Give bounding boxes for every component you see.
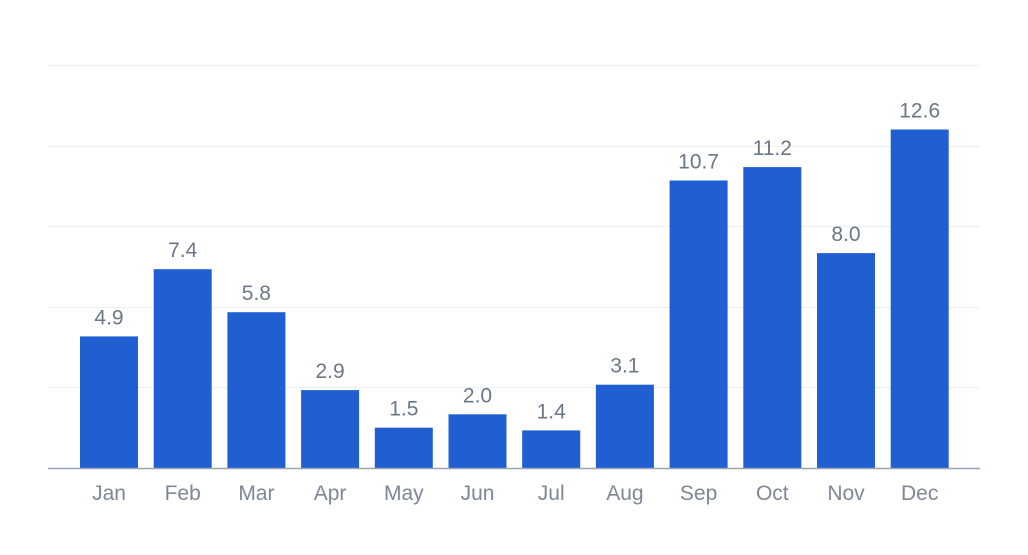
x-tick-label-dec: Dec — [901, 482, 938, 505]
value-label-apr: 2.9 — [315, 360, 344, 383]
bar-layer — [80, 129, 949, 468]
value-label-sep: 10.7 — [678, 151, 719, 174]
value-label-nov: 8.0 — [831, 223, 860, 246]
x-tick-label-jan: Jan — [92, 482, 126, 505]
bar-oct — [743, 167, 802, 468]
bar-feb — [153, 269, 212, 468]
x-tick-label-sep: Sep — [680, 482, 717, 505]
x-tick-label-jun: Jun — [461, 482, 495, 505]
x-tick-label-nov: Nov — [827, 482, 865, 505]
bar-aug — [595, 384, 654, 468]
bar-jan — [80, 336, 138, 468]
bar-jun — [448, 414, 507, 468]
value-label-jan: 4.9 — [94, 306, 123, 329]
x-tick-label-apr: Apr — [314, 482, 347, 505]
value-label-jun: 2.0 — [463, 384, 492, 407]
bar-sep — [669, 180, 728, 468]
value-label-oct: 11.2 — [753, 137, 792, 160]
value-label-feb: 7.4 — [168, 239, 198, 262]
value-label-aug: 3.1 — [610, 355, 639, 378]
value-label-may: 1.5 — [389, 398, 418, 421]
x-tick-label-mar: Mar — [238, 482, 274, 505]
x-tick-label-feb: Feb — [165, 482, 201, 505]
x-tick-label-aug: Aug — [606, 482, 643, 505]
bar-nov — [817, 253, 875, 468]
value-label-layer: 4.9 7.4 5.8 2.9 1.5 2.0 1.4 3.1 10.7 11.2 8.0 12.6 — [94, 100, 940, 424]
x-tick-label-layer: Jan Feb Mar Apr May Jun Jul Aug Sep Oct Nov Dec — [92, 482, 938, 505]
bar-apr — [301, 390, 360, 468]
x-tick-label-jul: Jul — [538, 482, 565, 505]
bar-may — [374, 427, 433, 468]
value-label-jul: 1.4 — [537, 400, 567, 423]
bar-jul — [522, 430, 581, 468]
value-label-dec: 12.6 — [899, 100, 940, 123]
x-tick-label-may: May — [384, 482, 424, 505]
value-label-mar: 5.8 — [242, 282, 271, 305]
x-tick-label-oct: Oct — [756, 482, 789, 505]
bar-dec — [890, 129, 949, 468]
bar-mar — [227, 312, 286, 468]
